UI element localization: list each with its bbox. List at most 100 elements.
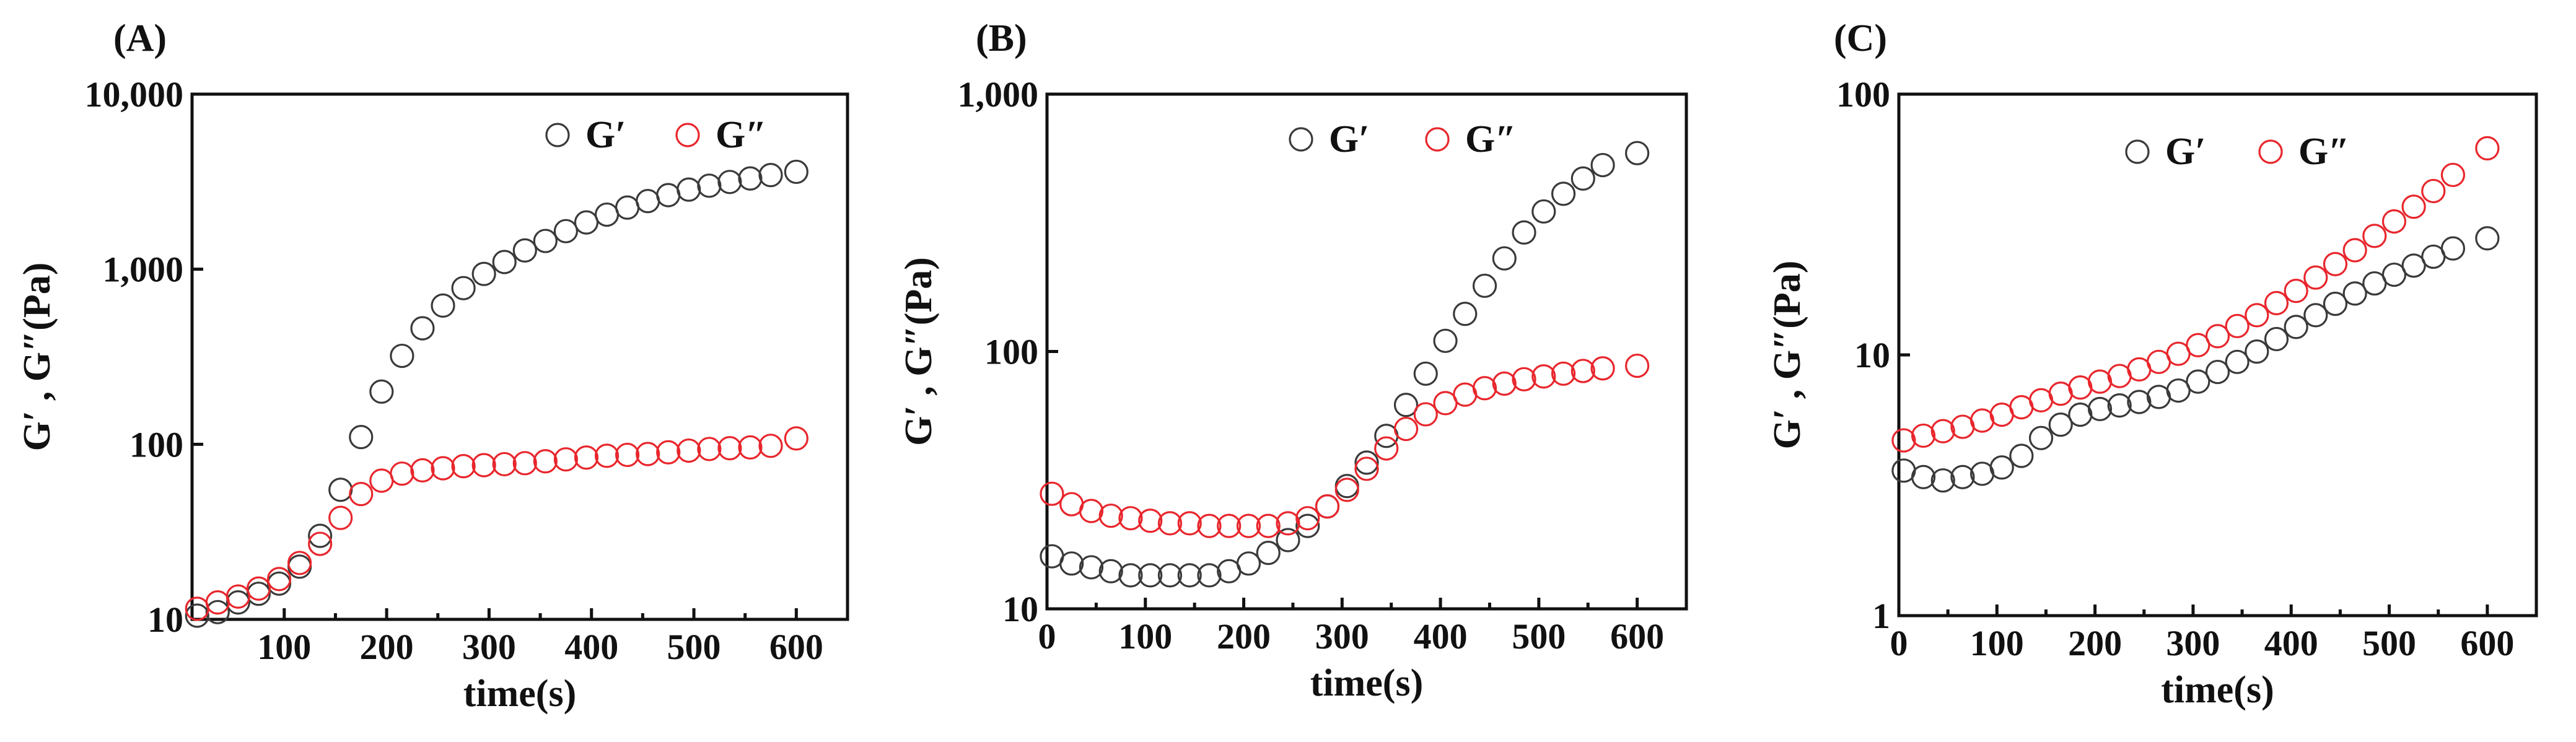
series-g-double-prime (1040, 353, 1650, 538)
data-point (2284, 279, 2308, 303)
data-point (697, 173, 722, 198)
data-point (1453, 302, 1478, 326)
x-tick-label: 100 (1118, 616, 1172, 657)
y-axis-title: G′ , G″(Pa) (898, 257, 940, 446)
data-point (1118, 563, 1143, 588)
data-point (1295, 506, 1320, 531)
data-point (431, 293, 455, 318)
y-tick-label: 10 (1002, 589, 1038, 629)
data-point (1433, 328, 1458, 353)
series-g-prime (1891, 226, 2500, 493)
data-point (2166, 378, 2191, 403)
data-point (2186, 333, 2210, 357)
legend-marker (2258, 139, 2283, 164)
data-point (2342, 238, 2367, 263)
legend-label: G′ (2165, 131, 2206, 173)
data-point (615, 442, 640, 468)
data-point (246, 576, 271, 601)
data-point (185, 603, 209, 628)
legend-label: G″ (716, 114, 766, 156)
data-point (553, 447, 578, 472)
x-tick-label: 0 (1890, 623, 1908, 663)
data-point (2245, 303, 2269, 328)
legend: G′ G″ (2125, 131, 2349, 173)
data-point (594, 202, 620, 227)
x-tick-label: 100 (1970, 623, 2024, 663)
data-point (266, 571, 292, 596)
y-tick-label: 10,000 (85, 74, 184, 115)
data-point (1040, 481, 1064, 506)
chart-panel-3: (C) 0 100 200 300 400 500 600 1 10 100 time(s) G′ , … (1766, 17, 2538, 711)
data-point (2068, 402, 2093, 427)
x-tick-label: 600 (2460, 623, 2514, 663)
x-tick-label: 400 (2264, 623, 2318, 663)
data-point (205, 590, 230, 615)
series-g-double-prime (1891, 136, 2500, 453)
data-point (1571, 166, 1595, 191)
data-point (1197, 563, 1222, 588)
data-point (717, 170, 742, 194)
y-tick-label: 1 (1872, 596, 1890, 636)
y-tick-label: 1,000 (103, 250, 184, 290)
data-point (2362, 224, 2387, 248)
data-point (1157, 511, 1183, 536)
data-point (2087, 369, 2113, 394)
y-tick-label: 10 (1854, 335, 1890, 375)
data-point (2028, 426, 2054, 450)
data-point (1492, 246, 1517, 271)
data-point (1256, 541, 1281, 565)
data-point (1393, 393, 1419, 417)
data-point (2401, 194, 2426, 219)
data-point (2401, 253, 2426, 278)
data-point (2284, 315, 2308, 339)
data-point (1472, 273, 1497, 299)
data-point (533, 229, 558, 253)
data-point (1098, 504, 1123, 528)
legend-label: G′ (1329, 118, 1370, 160)
data-point (2303, 265, 2328, 290)
data-point (349, 482, 374, 507)
y-tick-label: 1,000 (958, 74, 1039, 115)
data-point (1911, 423, 1936, 448)
data-point (1512, 220, 1536, 245)
legend-marker (675, 123, 700, 147)
data-point (1512, 367, 1536, 391)
legend-marker (1289, 127, 1313, 152)
data-point (431, 456, 455, 481)
data-point (2421, 178, 2446, 204)
y-tick-label: 100 (129, 424, 183, 465)
data-point (1590, 152, 1615, 178)
x-axis-title: time(s) (2161, 669, 2274, 711)
y-tick-label: 100 (984, 332, 1038, 372)
data-point (784, 159, 808, 185)
data-point (784, 426, 808, 451)
data-point (1930, 468, 1955, 493)
data-point (1950, 465, 1975, 489)
data-point (1217, 513, 1242, 538)
data-point (2440, 236, 2466, 261)
data-point (246, 582, 271, 606)
data-point (656, 183, 681, 207)
legend-label: G′ (585, 114, 626, 156)
data-point (615, 195, 640, 220)
x-tick-label: 500 (1512, 616, 1566, 657)
data-point (1236, 513, 1261, 538)
data-point (308, 531, 333, 556)
data-point (1374, 436, 1399, 461)
data-point (1891, 428, 1916, 453)
x-tick-label: 100 (257, 627, 311, 667)
data-point (512, 451, 537, 476)
x-tick-label: 200 (2068, 623, 2122, 663)
legend-marker (2125, 139, 2150, 164)
data-point (1492, 371, 1517, 396)
data-point (1256, 513, 1281, 538)
data-point (677, 177, 701, 202)
data-point (1354, 456, 1379, 481)
data-point (1276, 528, 1300, 552)
data-point (1157, 563, 1183, 588)
x-tick-label: 300 (462, 627, 516, 667)
data-point (758, 434, 783, 458)
x-axis-title: time(s) (1310, 662, 1423, 704)
data-point (1177, 511, 1202, 536)
data-point (636, 189, 660, 214)
